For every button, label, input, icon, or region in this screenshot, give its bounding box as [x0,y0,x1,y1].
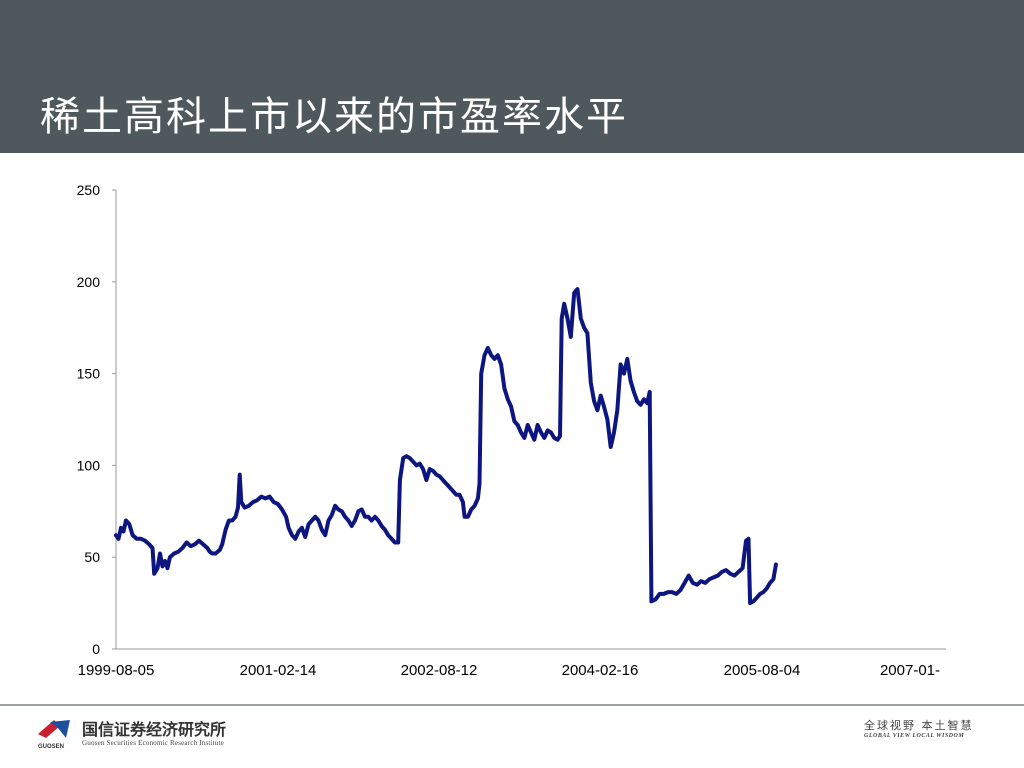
y-axis: 0 50 100 150 200 250 [77,182,117,657]
logo-wordmark: GUOSEN [38,744,65,750]
y-tick-label: 200 [77,274,101,290]
org-name-en: Guosen Securities Economic Research Inst… [82,739,224,747]
x-tick-label: 2005-08-04 [724,662,801,679]
pe-ratio-series-line [114,287,778,606]
x-tick-label: 2004-02-16 [562,662,639,679]
series-group [114,287,778,606]
y-tick-label: 50 [84,549,100,565]
x-tick-label: 2002-08-12 [401,662,478,679]
guosen-logo [38,720,70,738]
header-bar: 稀土高科上市以来的市盈率水平 [0,0,1024,153]
slide-title: 稀土高科上市以来的市盈率水平 [40,94,628,140]
y-tick-label: 250 [77,182,101,198]
y-tick-label: 0 [92,641,100,657]
x-tick-label: 2001-02-14 [240,662,317,679]
x-tick-label: 2007-01- [880,662,940,679]
pe-ratio-line-chart: 0 50 100 150 200 250 1999-08-05 2001-02-14 2002… [77,182,946,679]
x-tick-label: 1999-08-05 [78,662,155,679]
logo-blue-shape [50,720,70,738]
y-tick-label: 150 [77,366,101,382]
slogan-cn: 全球视野 本土智慧 [864,719,974,732]
y-tick-label: 100 [77,457,101,473]
slogan-en: GLOBAL VIEW LOCAL WISDOM [864,733,965,739]
footer-divider [0,704,1024,706]
org-name-cn: 国信证券经济研究所 [82,720,227,739]
x-axis: 1999-08-05 2001-02-14 2002-08-12 2004-02-16… [78,648,946,679]
